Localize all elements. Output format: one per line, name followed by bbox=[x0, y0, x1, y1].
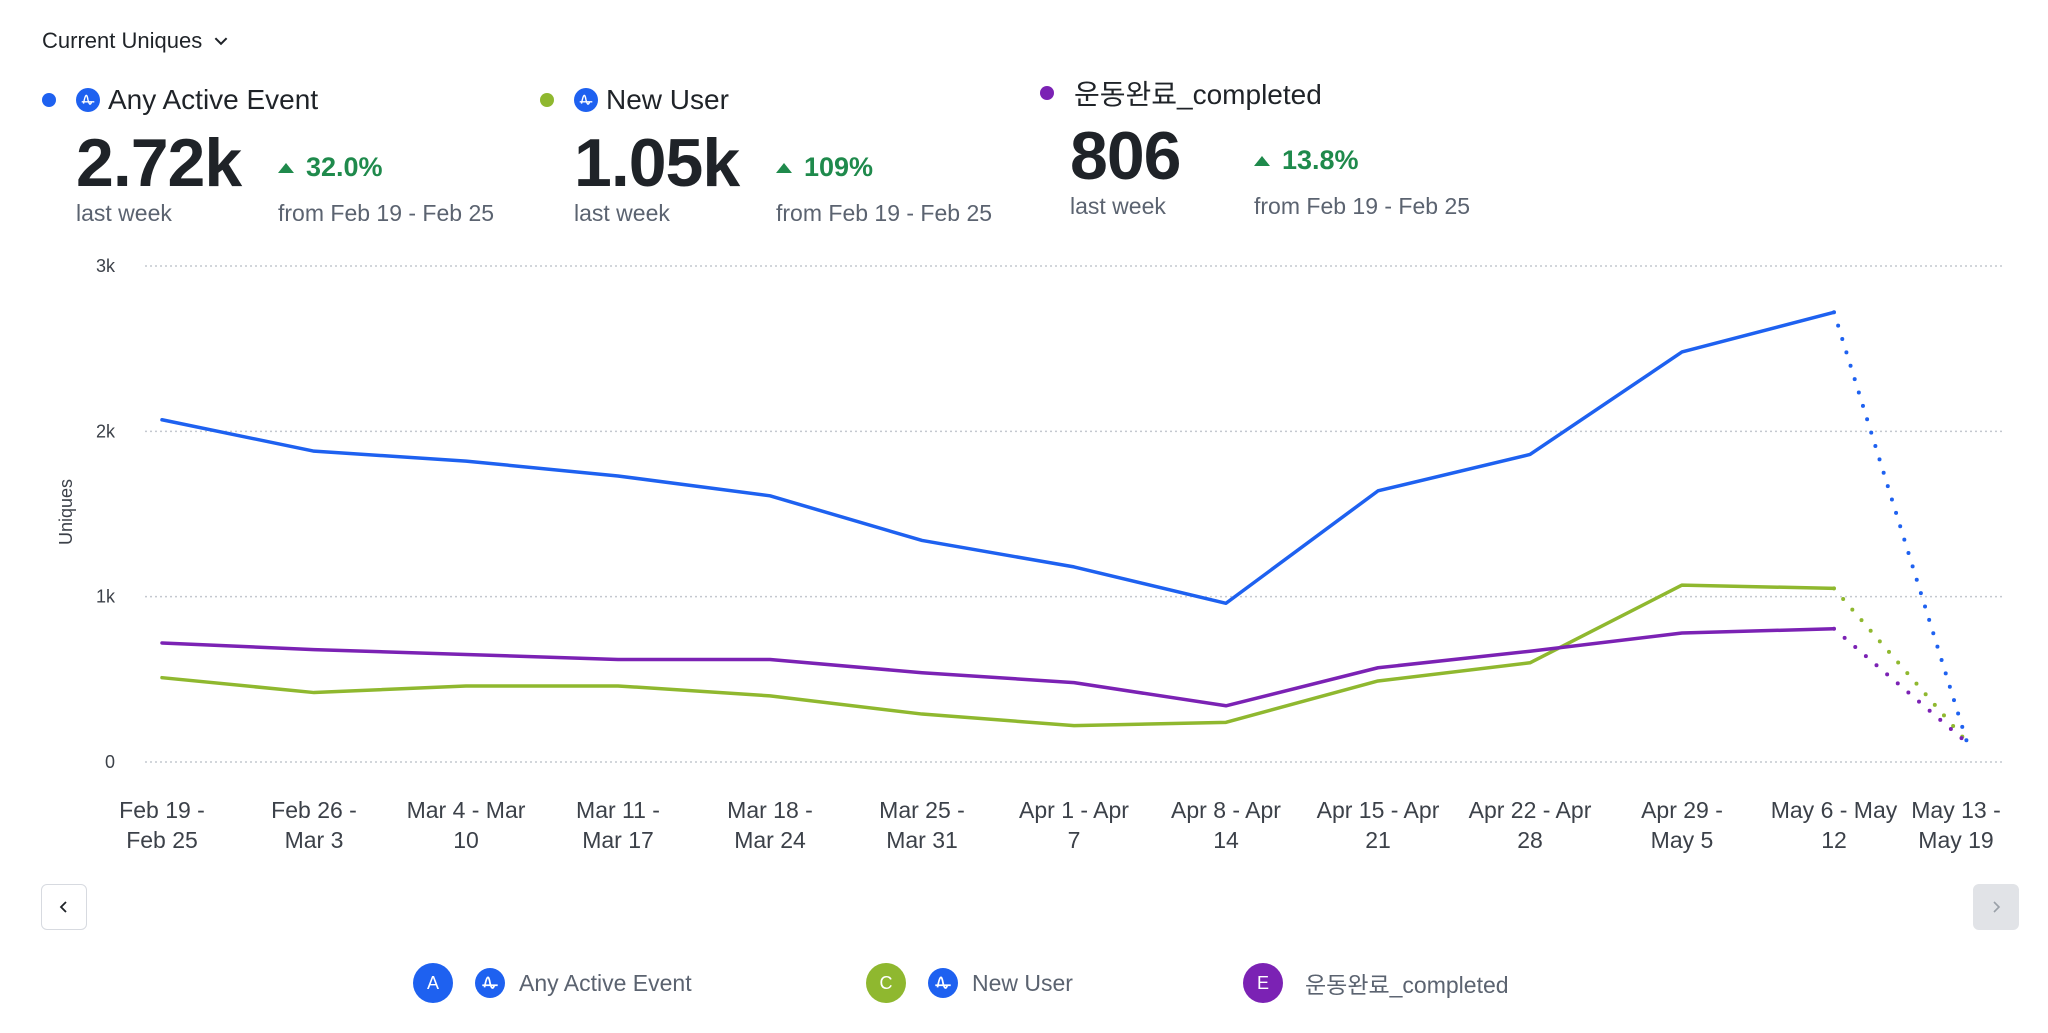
summary-change: 13.8% bbox=[1254, 145, 1359, 176]
legend-item-new-user[interactable]: C New User bbox=[866, 963, 1073, 1003]
y-tick-label: 3k bbox=[96, 256, 116, 276]
x-tick-label: Mar 11 -Mar 17 bbox=[576, 797, 660, 853]
legend-item-any-active-event[interactable]: A Any Active Event bbox=[413, 963, 692, 1003]
series-color-dot bbox=[540, 93, 554, 107]
x-tick-label: Apr 15 - Apr 21 bbox=[1317, 797, 1440, 853]
x-tick-label: Apr 22 - Apr 28 bbox=[1469, 797, 1592, 853]
summary-change-caption: from Feb 19 - Feb 25 bbox=[776, 200, 993, 226]
legend-label: 운동완료_completed bbox=[1305, 972, 1509, 998]
line-chart: 0 1k 2k 3k Uniques Feb 19 -Feb 25 Feb 26 -Ma… bbox=[56, 256, 2003, 853]
x-tick-label: Feb 26 -Mar 3 bbox=[271, 797, 357, 853]
y-tick-label: 0 bbox=[105, 752, 115, 772]
arrow-up-icon bbox=[776, 162, 792, 173]
series-line bbox=[160, 626, 1836, 708]
next-page-button[interactable] bbox=[1973, 884, 2019, 930]
summary-change: 109% bbox=[776, 152, 873, 183]
legend-item-completed[interactable]: E 운동완료_completed bbox=[1243, 963, 1509, 1003]
summary-value: 1.05k bbox=[574, 125, 740, 201]
chevron-left-icon bbox=[59, 901, 67, 913]
chevron-right-icon bbox=[1993, 901, 2001, 913]
summary-any-active-event: Any Active Event 2.72k 32.0% last week f… bbox=[36, 82, 494, 228]
summary-change-caption: from Feb 19 - Feb 25 bbox=[278, 200, 495, 226]
y-axis-title: Uniques bbox=[56, 479, 76, 545]
summary-title: Any Active Event bbox=[108, 84, 319, 115]
y-axis-ticks: 0 1k 2k 3k bbox=[96, 256, 116, 772]
series-badge: C bbox=[866, 963, 906, 1003]
chart-legend: A Any Active Event C New User E 운동완료_com… bbox=[0, 963, 2048, 1007]
summary-value: 806 bbox=[1070, 118, 1181, 194]
series-line bbox=[160, 310, 1836, 606]
x-tick-label: Mar 25 -Mar 31 bbox=[879, 797, 965, 853]
series-lines bbox=[160, 310, 1974, 750]
x-tick-label: Apr 1 - Apr 7 bbox=[1019, 797, 1129, 853]
series-badge: A bbox=[413, 963, 453, 1003]
y-tick-label: 1k bbox=[96, 587, 116, 607]
series-incomplete-segment bbox=[1832, 586, 1972, 748]
x-tick-label: Apr 29 -May 5 bbox=[1641, 797, 1723, 853]
x-tick-label: May 6 - May 12 bbox=[1771, 797, 1898, 853]
summary-value-caption: last week bbox=[574, 200, 670, 226]
summary-value-caption: last week bbox=[76, 200, 172, 226]
metric-selector-label: Current Uniques bbox=[42, 28, 203, 53]
amplitude-logo-icon bbox=[475, 968, 505, 998]
x-tick-label: Feb 19 -Feb 25 bbox=[119, 797, 205, 853]
x-tick-label: May 13 -May 19 bbox=[1911, 797, 2000, 853]
summary-new-user: New User 1.05k 109% last week from Feb 1… bbox=[534, 82, 992, 228]
chevron-down-icon bbox=[214, 37, 228, 46]
summary-change: 32.0% bbox=[278, 152, 383, 183]
arrow-up-icon bbox=[1254, 155, 1270, 166]
x-tick-label: Mar 4 - Mar 10 bbox=[407, 797, 526, 853]
series-line bbox=[160, 583, 1836, 728]
summary-title: 운동완료_completed bbox=[1074, 79, 1322, 110]
series-badge: E bbox=[1243, 963, 1283, 1003]
summary-value-caption: last week bbox=[1070, 193, 1166, 219]
metric-selector[interactable]: Current Uniques bbox=[42, 28, 230, 54]
x-tick-label: Apr 8 - Apr 14 bbox=[1171, 797, 1281, 853]
amplitude-logo-icon bbox=[928, 968, 958, 998]
summary-title: New User bbox=[606, 84, 729, 115]
legend-label: New User bbox=[972, 969, 1073, 996]
summary-change-value: 109% bbox=[804, 152, 874, 182]
summary-change-value: 13.8% bbox=[1282, 145, 1359, 175]
x-axis-ticks: Feb 19 -Feb 25 Feb 26 -Mar 3 Mar 4 - Mar 10… bbox=[119, 797, 2001, 853]
series-color-dot bbox=[42, 93, 56, 107]
series-incomplete-segment bbox=[1832, 310, 1970, 748]
legend-label: Any Active Event bbox=[519, 969, 692, 996]
amplitude-logo-icon bbox=[574, 88, 598, 112]
series-color-dot bbox=[1040, 86, 1054, 100]
arrow-up-icon bbox=[278, 162, 294, 173]
summary-change-value: 32.0% bbox=[306, 152, 383, 182]
previous-page-button[interactable] bbox=[41, 884, 87, 930]
y-tick-label: 2k bbox=[96, 421, 116, 441]
amplitude-logo-icon bbox=[76, 88, 100, 112]
x-tick-label: Mar 18 -Mar 24 bbox=[727, 797, 813, 853]
summary-change-caption: from Feb 19 - Feb 25 bbox=[1254, 193, 1471, 219]
summary-completed: 운동완료_completed 806 13.8% last week from … bbox=[1034, 75, 1470, 221]
summary-value: 2.72k bbox=[76, 125, 242, 201]
